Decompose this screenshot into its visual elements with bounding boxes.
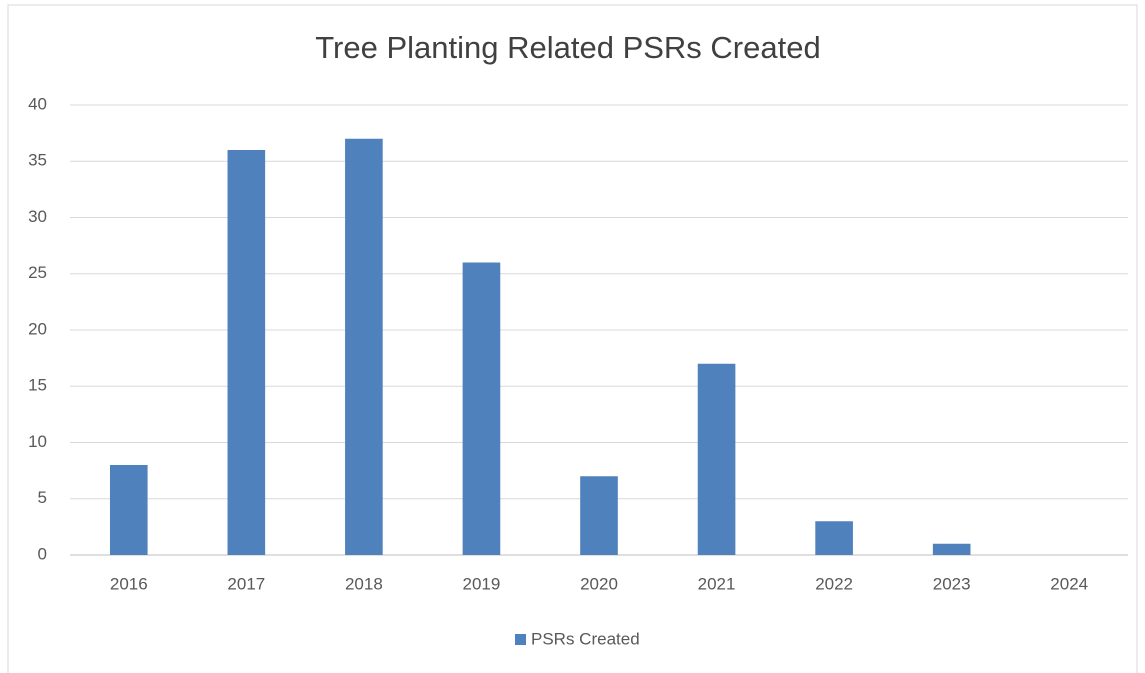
bar — [697, 363, 736, 555]
bar — [580, 476, 618, 555]
bar — [109, 465, 148, 555]
y-tick-label: 15 — [28, 376, 47, 395]
x-tick-label: 2018 — [345, 574, 383, 593]
chart-title: Tree Planting Related PSRs Created — [315, 30, 820, 65]
y-tick-label: 25 — [28, 263, 47, 282]
x-tick-label: 2017 — [227, 574, 265, 593]
y-tick-label: 0 — [38, 544, 47, 563]
y-tick-label: 35 — [28, 151, 47, 170]
y-tick-label: 40 — [28, 94, 47, 113]
x-tick-label: 2021 — [698, 574, 736, 593]
x-tick-label: 2022 — [815, 574, 853, 593]
y-tick-label: 10 — [28, 432, 47, 451]
legend-swatch — [515, 634, 526, 645]
y-tick-label: 30 — [28, 207, 47, 226]
x-tick-label: 2023 — [933, 574, 971, 593]
bar — [227, 150, 266, 555]
y-tick-label: 20 — [28, 319, 47, 338]
bar — [932, 543, 971, 555]
x-tick-label: 2020 — [580, 574, 618, 593]
bar — [345, 138, 383, 555]
bar — [815, 521, 853, 555]
x-tick-label: 2016 — [110, 574, 148, 593]
bar — [462, 262, 501, 555]
legend-label: PSRs Created — [531, 629, 640, 648]
chart-frame — [7, 4, 1138, 673]
y-tick-label: 5 — [38, 488, 47, 507]
x-tick-label: 2019 — [463, 574, 501, 593]
x-tick-label: 2024 — [1050, 574, 1088, 593]
